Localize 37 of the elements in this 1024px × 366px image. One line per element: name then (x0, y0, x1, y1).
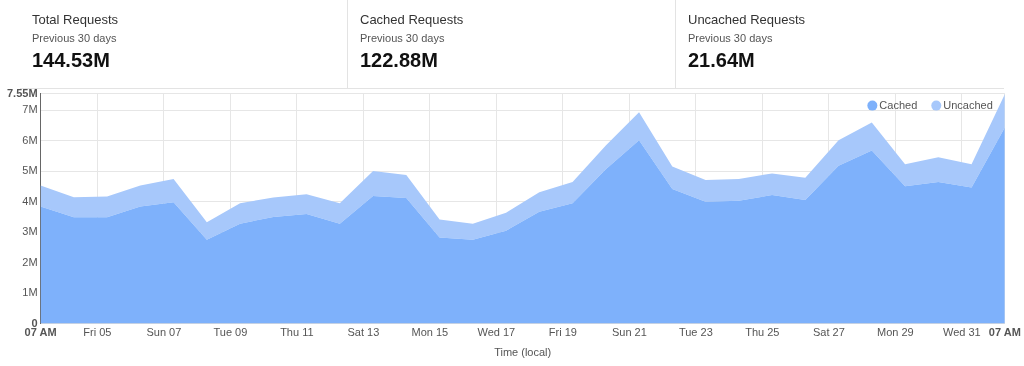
x-tick-label: Fri 05 (83, 326, 112, 339)
y-tick-label: 5M (22, 164, 38, 177)
text: 122.88M (360, 49, 439, 72)
text: Total Requests (32, 12, 119, 27)
text: 144.53M (32, 49, 111, 72)
legend-label: Uncached (943, 98, 993, 111)
x-tick-label: Fri 19 (548, 326, 577, 339)
y-tick-label: 6M (22, 133, 38, 146)
x-tick-label: Mon 29 (877, 326, 914, 339)
x-tick-label: Thu 11 (280, 326, 314, 339)
y-tick-label: 7.55M (6, 86, 38, 99)
text: Previous 30 days (360, 32, 446, 44)
x-tick-label: Tue 09 (213, 326, 248, 339)
text: Previous 30 days (688, 32, 774, 44)
x-tick-label: Sat 13 (347, 326, 380, 339)
y-tick-label: 0 (31, 316, 38, 329)
x-tick-label: Wed 17 (477, 326, 516, 339)
legend-label: Cached (879, 98, 918, 111)
x-tick-label: Sun 21 (611, 326, 647, 339)
x-tick-label: Wed 31 (942, 326, 981, 339)
y-tick-label: 2M (22, 255, 38, 268)
text: 21.64M (688, 49, 756, 72)
x-tick-label: 07 AM (24, 326, 57, 339)
y-tick-label: 3M (22, 225, 38, 238)
x-tick-label: Sat 27 (812, 326, 845, 339)
x-tick-label: Sun 07 (146, 326, 182, 339)
y-tick-label: 1M (22, 286, 38, 299)
x-tick-label: Mon 15 (411, 326, 449, 339)
text: Cached Requests (360, 12, 465, 27)
y-tick-label: 7M (22, 103, 38, 116)
y-tick-label: 4M (22, 194, 38, 207)
text: Uncached Requests (688, 12, 807, 27)
x-tick-label: Thu 25 (745, 326, 780, 339)
x-tick-label: 07 AM (988, 326, 1021, 339)
x-tick-label: Tue 23 (678, 326, 713, 339)
x-axis-title: Time (local) (494, 346, 552, 359)
text: Previous 30 days (32, 32, 118, 44)
